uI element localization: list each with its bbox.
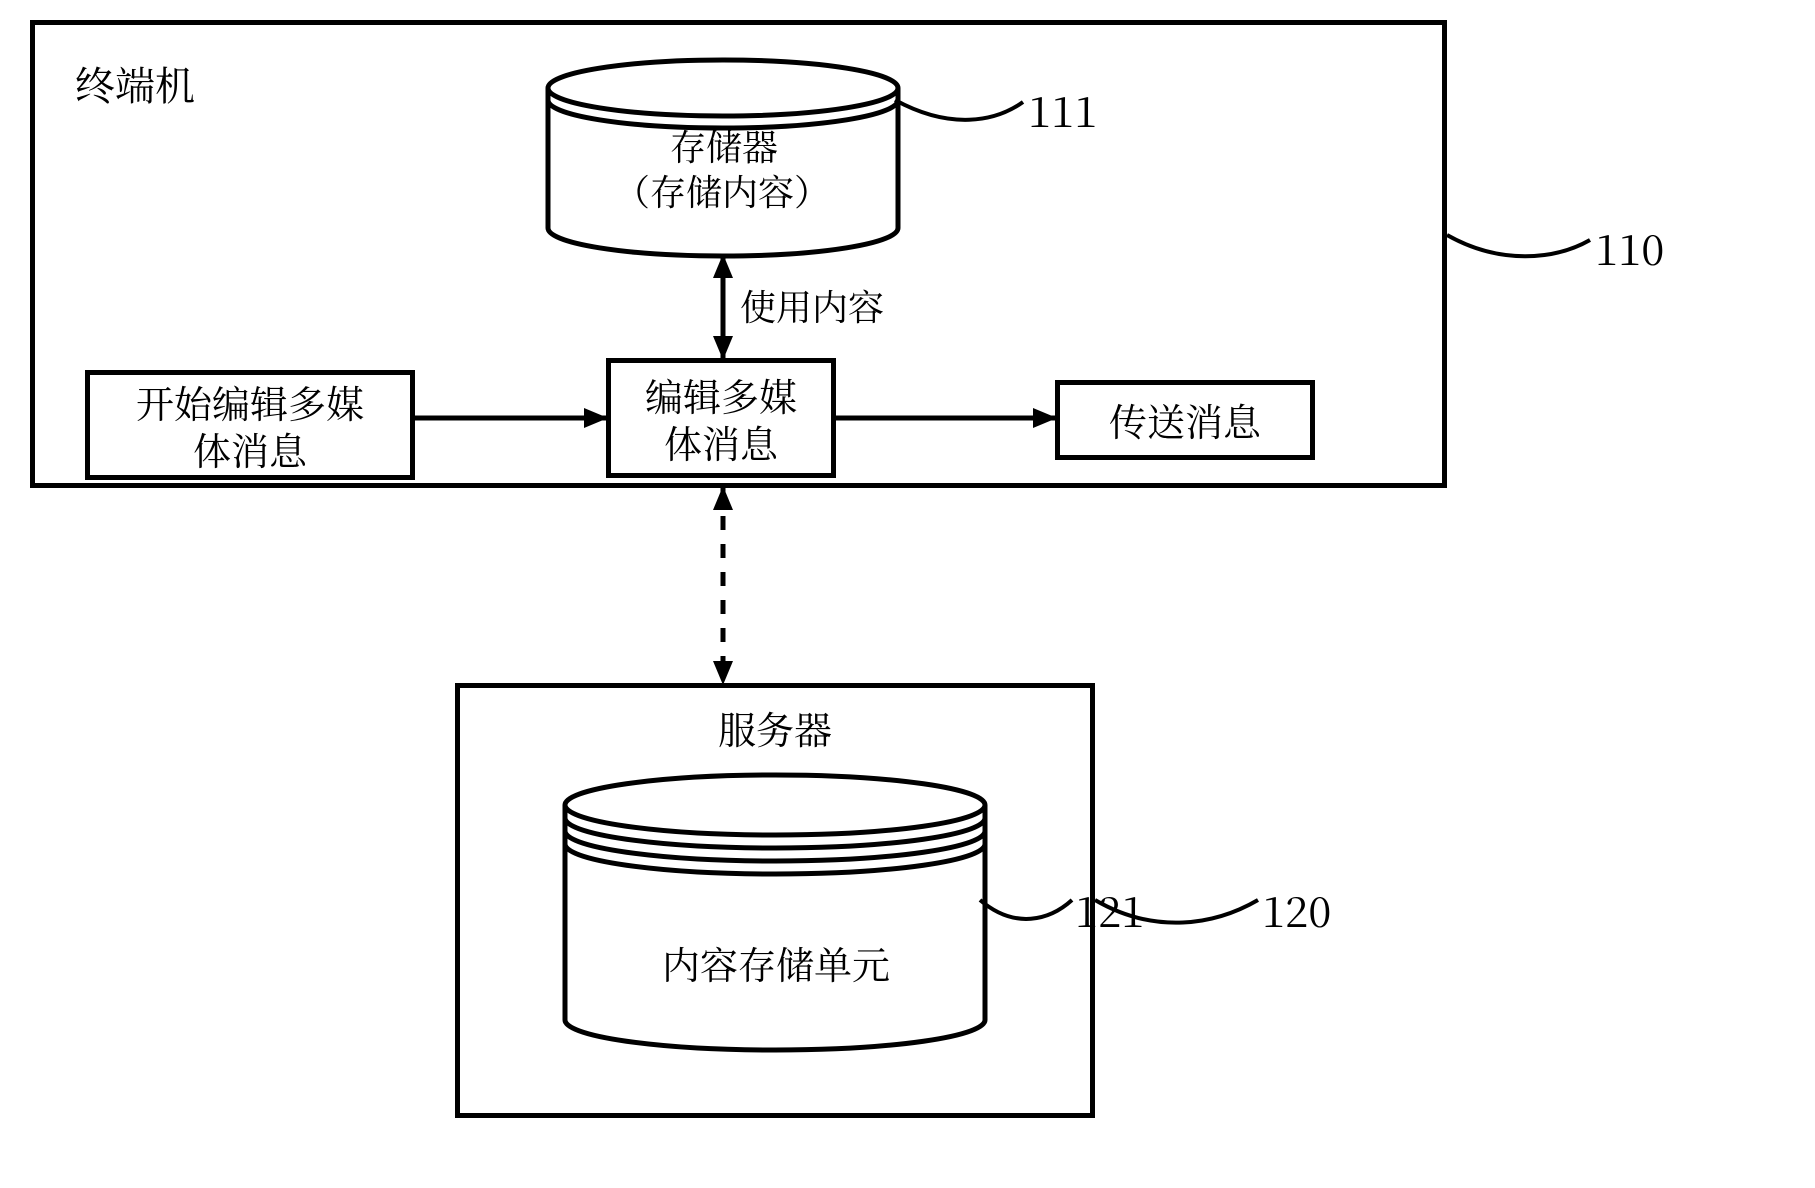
step-edit-block: 编辑多媒 体消息: [606, 358, 836, 478]
ref-120: 120: [1262, 880, 1331, 940]
step-edit-line2: 体消息: [664, 418, 778, 466]
step-send-line1: 传送消息: [1109, 396, 1261, 444]
step-send-block: 传送消息: [1055, 380, 1315, 460]
terminal-storage-line2: （存储内容）: [614, 165, 830, 216]
step-start-line2: 体消息: [193, 425, 307, 473]
use-content-label: 使用内容: [740, 280, 884, 331]
diagram-canvas: 终端机 开始编辑多媒 体消息 编辑多媒 体消息 传送消息 使用内容 服务器 11…: [0, 0, 1815, 1188]
leader-110: [1447, 235, 1590, 256]
step-edit-line1: 编辑多媒: [645, 371, 797, 419]
server-storage-label: 内容存储单元: [662, 935, 890, 990]
step-start-line1: 开始编辑多媒: [136, 378, 364, 426]
ref-121: 121: [1075, 880, 1144, 940]
terminal-title: 终端机: [75, 55, 195, 112]
ref-110: 110: [1595, 218, 1664, 278]
ref-111: 111: [1028, 80, 1097, 140]
server-title: 服务器: [718, 700, 832, 755]
step-start-block: 开始编辑多媒 体消息: [85, 370, 415, 480]
terminal-storage-line1: 存储器: [670, 120, 778, 171]
